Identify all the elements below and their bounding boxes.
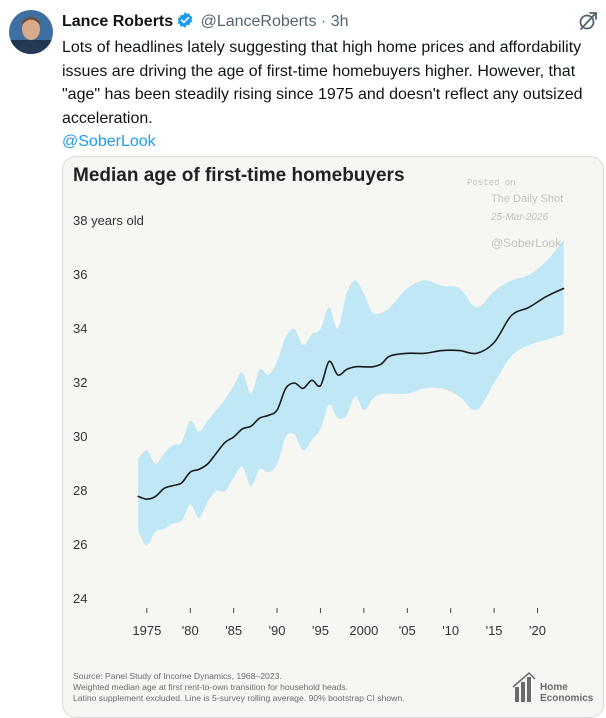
source-note-line: Latino supplement excluded. Line is 5-su… [73, 693, 405, 703]
ci-band [138, 239, 564, 545]
verified-badge-icon [176, 11, 194, 34]
mention-link[interactable]: @SoberLook [62, 133, 156, 150]
x-tick-label: '90 [269, 623, 286, 638]
home-economics-logo-icon [512, 671, 536, 702]
y-tick-label: 36 [73, 267, 87, 282]
chart-image-card[interactable]: Median age of first-time homebuyers Post… [62, 156, 604, 718]
source-note-line: Weighted median age at first rent-to-own… [73, 682, 348, 692]
y-tick-label: 28 [73, 483, 87, 498]
x-tick-label: '85 [225, 623, 242, 638]
y-tick-label: 26 [73, 537, 87, 552]
tweet-header: Lance Roberts @LanceRoberts · 3h [62, 11, 606, 33]
header-separator: · [320, 13, 327, 30]
x-tick-label: '10 [442, 623, 459, 638]
median-line [137, 287, 565, 500]
x-tick-label: '05 [399, 623, 416, 638]
chart-title: Median age of first-time homebuyers [73, 165, 405, 186]
tweet-text: Lots of headlines lately suggesting that… [62, 36, 606, 154]
watermark-source: The Daily Shot [491, 193, 563, 205]
x-tick-label: '15 [486, 623, 503, 638]
tweet-text-line: issues are driving the age of first-time… [62, 62, 576, 80]
y-tick-label: 30 [73, 429, 87, 444]
y-tick-label: 24 [73, 591, 87, 606]
watermark-posted-on: Posted on [467, 178, 516, 188]
author-handle[interactable]: @LanceRoberts [200, 13, 317, 30]
avatar[interactable] [9, 10, 53, 54]
logo-text: Home [540, 682, 568, 693]
post-time[interactable]: 3h [330, 13, 349, 30]
source-note-line: Source: Panel Study of Income Dynamics, … [73, 671, 282, 681]
grok-icon[interactable] [578, 11, 598, 31]
author-name[interactable]: Lance Roberts [62, 13, 174, 30]
x-tick-label: '95 [312, 623, 329, 638]
y-tick-label: 32 [73, 375, 87, 390]
tweet-text-line: Lots of headlines lately suggesting that… [62, 39, 582, 56]
avatar-image [9, 10, 53, 54]
tweet-text-line: acceleration. [62, 109, 153, 127]
watermark-handle: @SoberLook [491, 236, 562, 250]
chart: Median age of first-time homebuyers Post… [73, 165, 594, 704]
x-tick-label: '20 [529, 623, 546, 638]
x-tick-label: 2000 [349, 623, 378, 638]
watermark-date: 25-Mar-2026 [490, 212, 549, 223]
y-tick-label: 38 years old [73, 213, 144, 228]
tweet-text-line: "age" has been steadily rising since 197… [62, 86, 583, 103]
x-tick-label: 1975 [132, 623, 161, 638]
logo-text: Economics [540, 693, 594, 704]
x-tick-label: '80 [182, 623, 199, 638]
y-tick-label: 34 [73, 321, 87, 336]
